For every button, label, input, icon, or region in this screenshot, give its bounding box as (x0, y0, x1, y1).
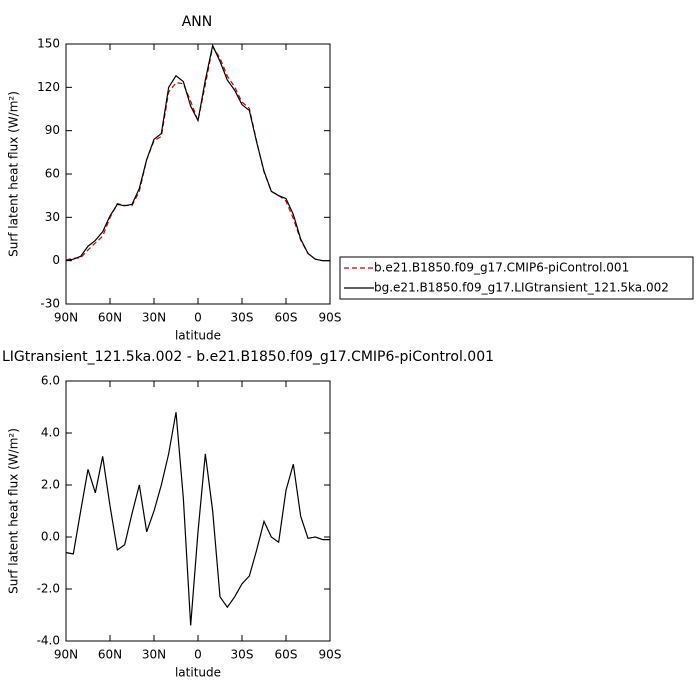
x-tick-label: 0 (194, 311, 202, 325)
x-tick-label: 30S (231, 648, 254, 662)
y-tick-label: -2.0 (37, 582, 60, 596)
y-tick-label: -30 (40, 297, 60, 311)
data-line (65, 43, 330, 262)
x-tick-label: 30N (142, 311, 166, 325)
x-tick-label: 90S (319, 311, 342, 325)
x-tick-label: 90N (54, 648, 78, 662)
x-tick-label: 30N (142, 648, 166, 662)
x-tick-label: 60N (98, 648, 122, 662)
y-tick-label: 120 (37, 80, 60, 94)
chart-title: ANN (182, 14, 213, 30)
y-axis-label: Surf latent heat flux (W/m²) (7, 428, 21, 594)
x-tick-label: 30S (231, 311, 254, 325)
x-axis-label: latitude (175, 666, 221, 680)
x-tick-label: 90S (319, 648, 342, 662)
legend-label: bg.e21.B1850.f09_g17.LIGtransient_121.5k… (374, 281, 669, 295)
y-axis-label: Surf latent heat flux (W/m²) (7, 91, 21, 257)
y-tick-label: 2.0 (41, 478, 60, 492)
plot-frame (65, 43, 331, 305)
y-tick-label: 90 (45, 123, 60, 137)
y-tick-label: 60 (45, 167, 60, 181)
y-tick-label: 4.0 (41, 426, 60, 440)
y-tick-label: 0.0 (41, 530, 60, 544)
x-tick-label: 60N (98, 311, 122, 325)
x-tick-label: 60S (275, 311, 298, 325)
data-line (65, 45, 331, 262)
chart-title: LIGtransient_121.5ka.002 - b.e21.B1850.f… (2, 349, 494, 365)
y-tick-label: 6.0 (41, 374, 60, 388)
x-tick-label: 90N (54, 311, 78, 325)
legend-box (339, 256, 694, 300)
x-tick-label: 0 (194, 648, 202, 662)
legend-label: b.e21.B1850.f09_g17.CMIP6-piControl.001 (374, 261, 629, 275)
y-tick-label: -4.0 (37, 634, 60, 648)
plot-frame (65, 380, 331, 642)
data-line (65, 412, 330, 626)
y-tick-label: 0 (52, 253, 60, 267)
y-tick-label: 30 (45, 210, 60, 224)
x-tick-label: 60S (275, 648, 298, 662)
y-tick-label: 150 (37, 37, 60, 51)
x-axis-label: latitude (175, 329, 221, 343)
